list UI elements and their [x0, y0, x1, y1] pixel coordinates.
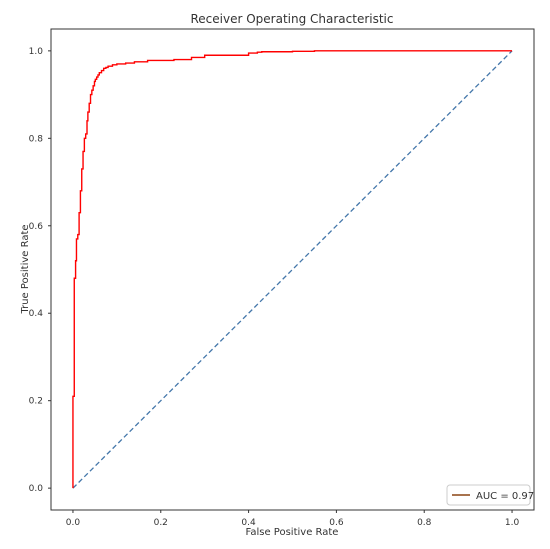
legend: AUC = 0.97 — [446, 484, 534, 506]
x-ticks: 0.0 0.2 0.4 0.6 0.8 1.0 — [66, 510, 520, 528]
x-tick-label: 0.4 — [241, 518, 256, 528]
y-tick-label: 0.4 — [29, 309, 44, 319]
y-tick-label: 1.0 — [29, 47, 44, 57]
y-tick-label: 0.6 — [29, 222, 44, 232]
plot-frame — [50, 28, 535, 511]
legend-label: AUC = 0.97 — [476, 491, 534, 502]
series-layer — [72, 50, 513, 489]
x-tick-label: 0.8 — [417, 518, 432, 528]
chance-diagonal-line — [72, 50, 513, 489]
y-tick-label: 0.0 — [29, 484, 44, 494]
y-ticks: 0.0 0.2 0.4 0.6 0.8 1.0 — [29, 47, 51, 494]
x-axis-label: False Positive Rate — [246, 527, 339, 538]
x-tick-label: 0.2 — [154, 518, 168, 528]
y-tick-label: 0.8 — [29, 134, 44, 144]
chart-title: Receiver Operating Characteristic — [190, 12, 393, 26]
x-tick-label: 0.0 — [66, 518, 81, 528]
x-tick-label: 0.6 — [329, 518, 344, 528]
legend-box — [446, 484, 531, 506]
x-tick-label: 1.0 — [505, 518, 520, 528]
y-axis-label: True Positive Rate — [20, 224, 31, 314]
roc-curve-line — [72, 50, 513, 489]
y-tick-label: 0.2 — [29, 397, 43, 407]
